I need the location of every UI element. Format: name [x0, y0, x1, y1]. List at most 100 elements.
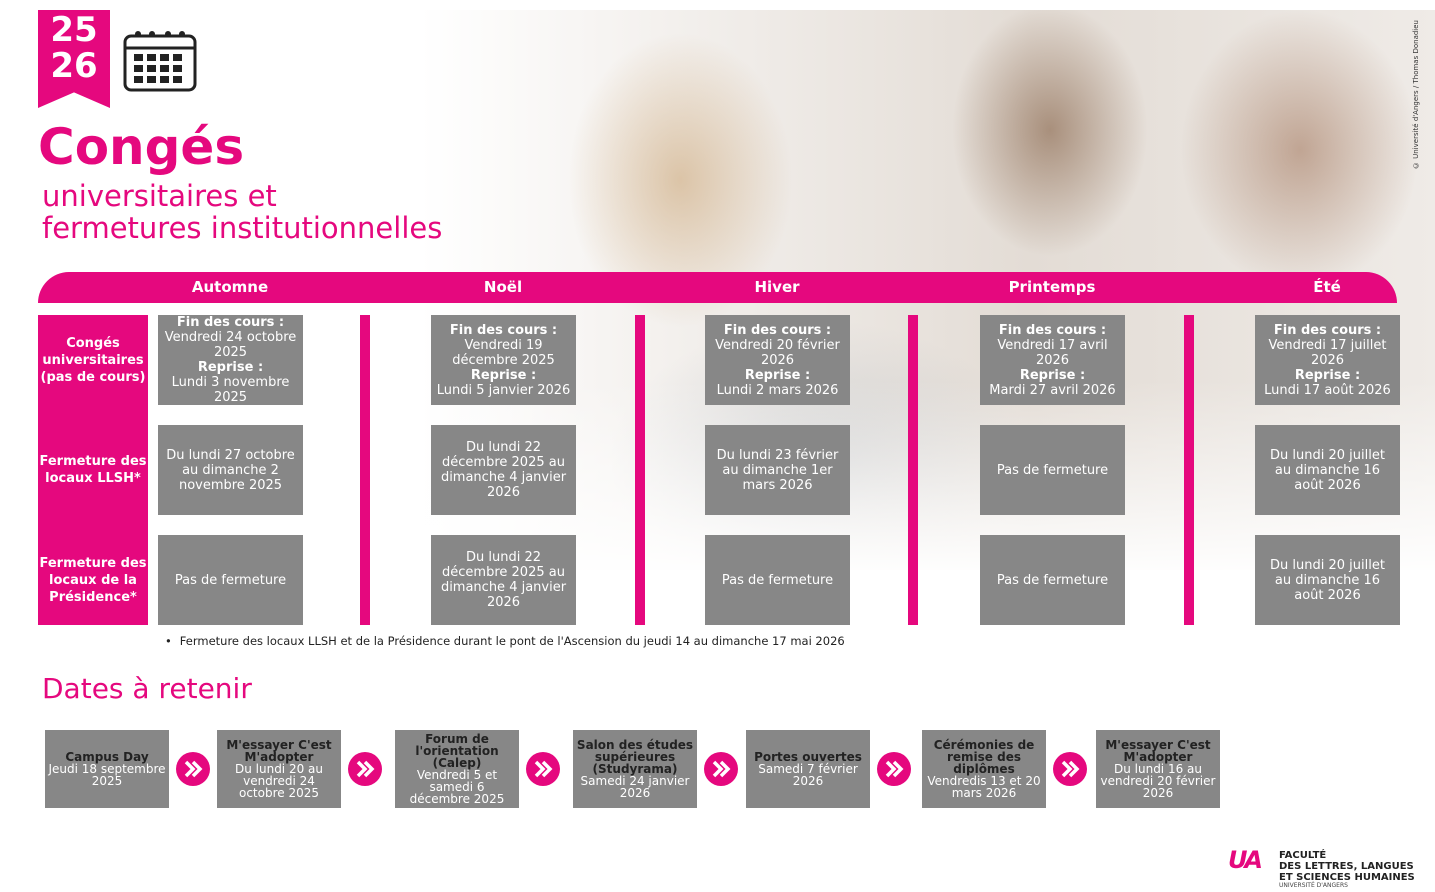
arrow-icon — [877, 752, 911, 786]
end-date: Vendredi 20 février 2026 — [715, 337, 840, 368]
closure-cell: Pas de fermeture — [980, 425, 1125, 515]
logo-mark: UA — [1228, 846, 1263, 874]
chevrons — [1061, 760, 1080, 778]
event-card: Campus Day Jeudi 18 septembre 2025 — [45, 730, 169, 808]
resume-date: Mardi 27 avril 2026 — [989, 382, 1116, 398]
arrow-icon — [348, 752, 382, 786]
end-date: Vendredi 17 juillet 2026 — [1268, 337, 1387, 368]
logo-text: FACULTÉ DES LETTRES, LANGUES ET SCIENCES… — [1279, 850, 1415, 883]
logo-line: ET SCIENCES HUMAINES — [1279, 872, 1415, 883]
event-card: M'essayer C'est M'adopter Du lundi 20 au … — [217, 730, 341, 808]
holiday-cell: Fin des cours : Vendredi 17 juillet 2026 R… — [1255, 315, 1400, 405]
chevrons — [534, 760, 553, 778]
end-label: Fin des cours : — [723, 322, 832, 338]
event-card: Salon des études supérieures (Studyrama)… — [573, 730, 697, 808]
event-title: Salon des études supérieures (Studyrama) — [576, 738, 694, 776]
holiday-cell: Fin des cours : Vendredi 19 décembre 2025… — [431, 315, 576, 405]
event-date: Du lundi 20 au vendredi 24 octobre 2025 — [234, 762, 323, 800]
holiday-cell: Fin des cours : Vendredi 24 octobre 2025 R… — [158, 315, 303, 405]
closure-cell: Du lundi 22 décembre 2025 au dimanche 4 … — [431, 425, 576, 515]
end-label: Fin des cours : — [449, 322, 558, 338]
end-date: Vendredi 19 décembre 2025 — [452, 337, 555, 368]
event-date: Vendredis 13 et 20 mars 2026 — [927, 774, 1041, 800]
closure-cell: Pas de fermeture — [705, 535, 850, 625]
column-separator — [1184, 315, 1194, 625]
logo-university: UNIVERSITÉ D'ANGERS — [1279, 882, 1348, 889]
subtitle: universitaires et — [42, 179, 277, 213]
resume-label: Reprise : — [470, 367, 537, 383]
closure-cell: Du lundi 27 octobre au dimanche 2 novemb… — [158, 425, 303, 515]
logo-line: FACULTÉ — [1279, 850, 1327, 861]
arrow-icon — [1053, 752, 1087, 786]
logo-line: DES LETTRES, LANGUES — [1279, 861, 1414, 872]
event-card: Portes ouvertes Samedi 7 février 2026 — [746, 730, 870, 808]
event-date: Vendredi 5 et samedi 6 décembre 2025 — [409, 768, 505, 806]
event-title: Cérémonies de remise des diplômes — [933, 738, 1035, 776]
event-title: M'essayer C'est M'adopter — [1105, 738, 1211, 764]
event-card: M'essayer C'est M'adopter Du lundi 16 au … — [1096, 730, 1220, 808]
resume-date: Lundi 2 mars 2026 — [716, 382, 839, 398]
end-date: Vendredi 24 octobre 2025 — [164, 330, 297, 360]
season-label: Printemps — [1008, 278, 1096, 296]
end-label: Fin des cours : — [1273, 322, 1382, 338]
title: Congés — [38, 118, 245, 176]
arrow-icon — [704, 752, 738, 786]
arrow-icon — [526, 752, 560, 786]
resume-date: Lundi 3 novembre 2025 — [171, 375, 290, 405]
subtitle: fermetures institutionnelles — [42, 211, 443, 245]
closure-cell: Du lundi 20 juillet au dimanche 16 août … — [1255, 535, 1400, 625]
season-label: Été — [1313, 278, 1341, 296]
chevrons — [885, 760, 904, 778]
resume-label: Reprise : — [1019, 367, 1086, 383]
event-title: Forum de l'orientation (Calep) — [415, 732, 499, 770]
column-separator — [360, 315, 370, 625]
season-header — [38, 272, 1397, 303]
row-label: Fermeture des locaux LLSH* — [39, 454, 147, 486]
badge-top: 25 — [50, 10, 98, 50]
closure-cell: Du lundi 20 juillet au dimanche 16 août … — [1255, 425, 1400, 515]
column-separator — [908, 315, 918, 625]
end-date: Vendredi 17 avril 2026 — [997, 337, 1108, 368]
row-label: Congés universitaires (pas de cours) — [40, 335, 146, 385]
resume-label: Reprise : — [197, 360, 264, 375]
event-title: M'essayer C'est M'adopter — [226, 738, 332, 764]
chevrons — [184, 760, 203, 778]
event-title: Portes ouvertes — [754, 750, 862, 764]
event-title: Campus Day — [65, 750, 149, 764]
row-label: Fermeture des locaux de la Présidence* — [39, 555, 147, 605]
season-label: Automne — [191, 278, 269, 296]
photo-credit: © Université d'Angers / Thomas Donadieu — [1412, 20, 1420, 170]
holiday-cell: Fin des cours : Vendredi 17 avril 2026 Rep… — [980, 315, 1125, 405]
closure-cell: Pas de fermeture — [980, 535, 1125, 625]
column-separator — [635, 315, 645, 625]
end-label: Fin des cours : — [998, 322, 1107, 338]
resume-label: Reprise : — [1294, 367, 1361, 383]
holiday-cell: Fin des cours : Vendredi 20 février 2026 R… — [705, 315, 850, 405]
chevrons — [712, 760, 731, 778]
resume-label: Reprise : — [744, 367, 811, 383]
arrow-icon — [176, 752, 210, 786]
event-card: Cérémonies de remise des diplômes Vendred… — [922, 730, 1046, 808]
season-label: Hiver — [754, 278, 800, 296]
event-date: Du lundi 16 au vendredi 20 février 2026 — [1100, 762, 1216, 800]
section-title: Dates à retenir — [42, 672, 252, 705]
event-date: Jeudi 18 septembre 2025 — [48, 762, 166, 788]
resume-date: Lundi 5 janvier 2026 — [436, 382, 571, 398]
calendar-icon — [123, 31, 197, 92]
chevrons — [356, 760, 375, 778]
closure-cell: Pas de fermeture — [158, 535, 303, 625]
closure-cell: Du lundi 23 février au dimanche 1er mars… — [705, 425, 850, 515]
event-date: Samedi 24 janvier 2026 — [580, 774, 690, 800]
resume-date: Lundi 17 août 2026 — [1264, 382, 1391, 398]
season-label: Noël — [483, 278, 523, 296]
badge-bottom: 26 — [50, 46, 98, 86]
closure-cell: Du lundi 22 décembre 2025 au dimanche 4 … — [431, 535, 576, 625]
event-date: Samedi 7 février 2026 — [758, 762, 858, 788]
footnote: Fermeture des locaux LLSH et de la Prési… — [165, 634, 845, 648]
end-label: Fin des cours : — [176, 315, 285, 330]
row-label-column — [38, 315, 148, 625]
event-card: Forum de l'orientation (Calep) Vendredi 5… — [395, 730, 519, 808]
